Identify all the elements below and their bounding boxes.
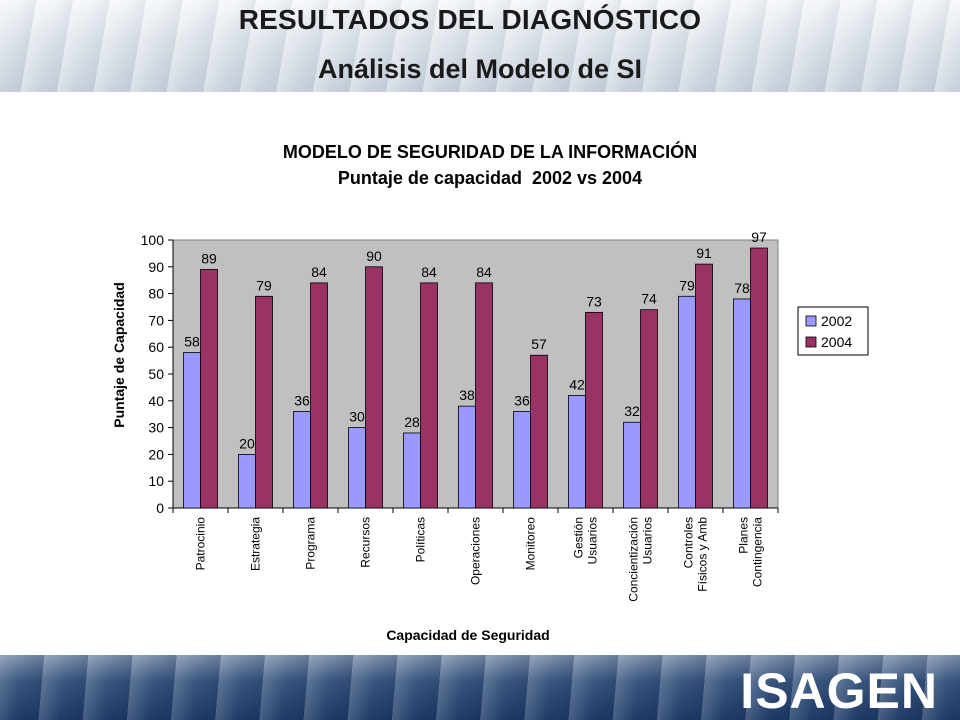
- bar-2004-4: [420, 282, 438, 509]
- bar-2002-5: [458, 405, 476, 509]
- data-label-2002-8: 32: [624, 403, 640, 419]
- x-tick-label-line: Controles: [682, 517, 696, 568]
- bar-2002-7: [568, 395, 586, 509]
- y-tick-label: 90: [148, 259, 164, 275]
- x-tick-label: Monitoreo: [524, 517, 538, 571]
- x-tick-label-line: Operaciones: [469, 517, 483, 585]
- data-label-2002-6: 36: [514, 393, 530, 409]
- y-tick-label: 100: [141, 232, 165, 248]
- x-tick-label-line: Recursos: [359, 517, 373, 568]
- bar-2004-6: [530, 354, 548, 509]
- bar-2004-2: [310, 282, 328, 509]
- bar-2004-8: [640, 309, 658, 509]
- data-label-2004-9: 91: [696, 245, 712, 261]
- x-tick-label: Recursos: [359, 517, 373, 568]
- x-tick-label: ConcientizaciónUsuarios: [627, 517, 655, 602]
- data-label-2002-2: 36: [294, 393, 310, 409]
- data-label-2002-3: 30: [349, 409, 365, 425]
- chart-area: MODELO DE SEGURIDAD DE LA INFORMACIÓN Pu…: [105, 105, 885, 658]
- bar-chart: MODELO DE SEGURIDAD DE LA INFORMACIÓN Pu…: [111, 141, 869, 643]
- chart-subtitle: Puntaje de capacidad 2002 vs 2004: [338, 168, 642, 188]
- data-label-2002-5: 38: [459, 387, 475, 403]
- x-tick-label-line: Políticas: [414, 517, 428, 562]
- x-tick-label-line: Monitoreo: [524, 517, 538, 571]
- bar-2004-1: [255, 295, 273, 509]
- isagen-logo: ISAGEN: [740, 663, 938, 719]
- bar-2002-10: [733, 298, 751, 509]
- data-label-2004-2: 84: [311, 264, 327, 280]
- x-tick-label: Políticas: [414, 517, 428, 562]
- header-band: [0, 0, 960, 92]
- data-label-2002-4: 28: [404, 414, 420, 430]
- x-tick-label: Estrategia: [249, 517, 263, 571]
- x-tick-label-line: Gestión: [572, 517, 586, 558]
- y-tick-label: 0: [156, 500, 164, 516]
- data-label-2002-9: 79: [679, 277, 695, 293]
- y-tick-label: 50: [148, 366, 164, 382]
- bar-2002-8: [623, 421, 641, 509]
- data-label-2004-10: 97: [751, 229, 767, 245]
- y-tick-label: 70: [148, 312, 164, 328]
- data-label-2004-4: 84: [421, 264, 437, 280]
- x-tick-label-line: Patrocinio: [194, 517, 208, 571]
- x-tick-label-line: Concientización: [627, 517, 641, 602]
- x-tick-label-line: Físicos y Amb: [696, 517, 710, 592]
- slide-subtitle: Análisis del Modelo de SI: [317, 54, 643, 84]
- data-label-2002-7: 42: [569, 376, 585, 392]
- x-tick-label-line: Programa: [304, 517, 318, 570]
- bar-2002-0: [183, 352, 201, 509]
- x-tick-label: ControlesFísicos y Amb: [682, 517, 710, 592]
- y-tick-label: 10: [148, 473, 164, 489]
- chart-title: MODELO DE SEGURIDAD DE LA INFORMACIÓN: [283, 141, 697, 162]
- bar-2002-6: [513, 411, 531, 509]
- legend-label-2002: 2002: [821, 313, 852, 329]
- y-tick-label: 40: [148, 393, 164, 409]
- data-label-2004-8: 74: [641, 291, 657, 307]
- y-tick-label: 80: [148, 286, 164, 302]
- data-label-2002-0: 58: [184, 334, 200, 350]
- data-label-2002-10: 78: [734, 280, 750, 296]
- x-axis-label: Capacidad de Seguridad: [386, 627, 549, 643]
- bar-2002-2: [293, 411, 311, 509]
- y-axis-label: Puntaje de Capacidad: [111, 282, 127, 427]
- data-label-2004-0: 89: [201, 250, 217, 266]
- x-tick-label-line: Estrategia: [249, 517, 263, 571]
- x-tick-label-line: Contingencia: [751, 517, 765, 587]
- data-label-2004-6: 57: [531, 336, 547, 352]
- bar-2004-10: [750, 247, 768, 509]
- bar-2002-3: [348, 427, 366, 509]
- y-tick-label: 20: [148, 446, 164, 462]
- data-label-2004-5: 84: [476, 264, 492, 280]
- legend-swatch-2004: [805, 336, 817, 348]
- x-tick-label-line: Usuarios: [586, 517, 600, 564]
- data-label-2002-1: 20: [239, 435, 255, 451]
- bar-2002-4: [403, 432, 421, 509]
- x-tick-label: PlanesContingencia: [737, 517, 765, 587]
- y-tick-label: 30: [148, 420, 164, 436]
- data-label-2004-3: 90: [366, 248, 382, 264]
- y-tick-label: 60: [148, 339, 164, 355]
- bar-2004-0: [200, 269, 218, 509]
- bar-2004-3: [365, 266, 383, 509]
- data-label-2004-1: 79: [256, 277, 272, 293]
- data-label-2004-7: 73: [586, 293, 602, 309]
- bar-2004-7: [585, 311, 603, 509]
- bar-2004-9: [695, 263, 713, 509]
- x-tick-label: GestiónUsuarios: [572, 517, 600, 564]
- legend-label-2004: 2004: [821, 334, 852, 350]
- bar-2004-5: [475, 282, 493, 509]
- x-tick-label: Patrocinio: [194, 517, 208, 571]
- slide-title: RESULTADOS DEL DIAGNÓSTICO: [238, 4, 702, 35]
- bar-2002-1: [238, 453, 256, 509]
- legend-swatch-2002: [805, 315, 817, 327]
- x-tick-label: Programa: [304, 517, 318, 570]
- x-tick-label: Operaciones: [469, 517, 483, 585]
- footer-band: [0, 655, 960, 720]
- x-tick-label-line: Planes: [737, 517, 751, 554]
- bar-2002-9: [678, 295, 696, 509]
- x-tick-label-line: Usuarios: [641, 517, 655, 564]
